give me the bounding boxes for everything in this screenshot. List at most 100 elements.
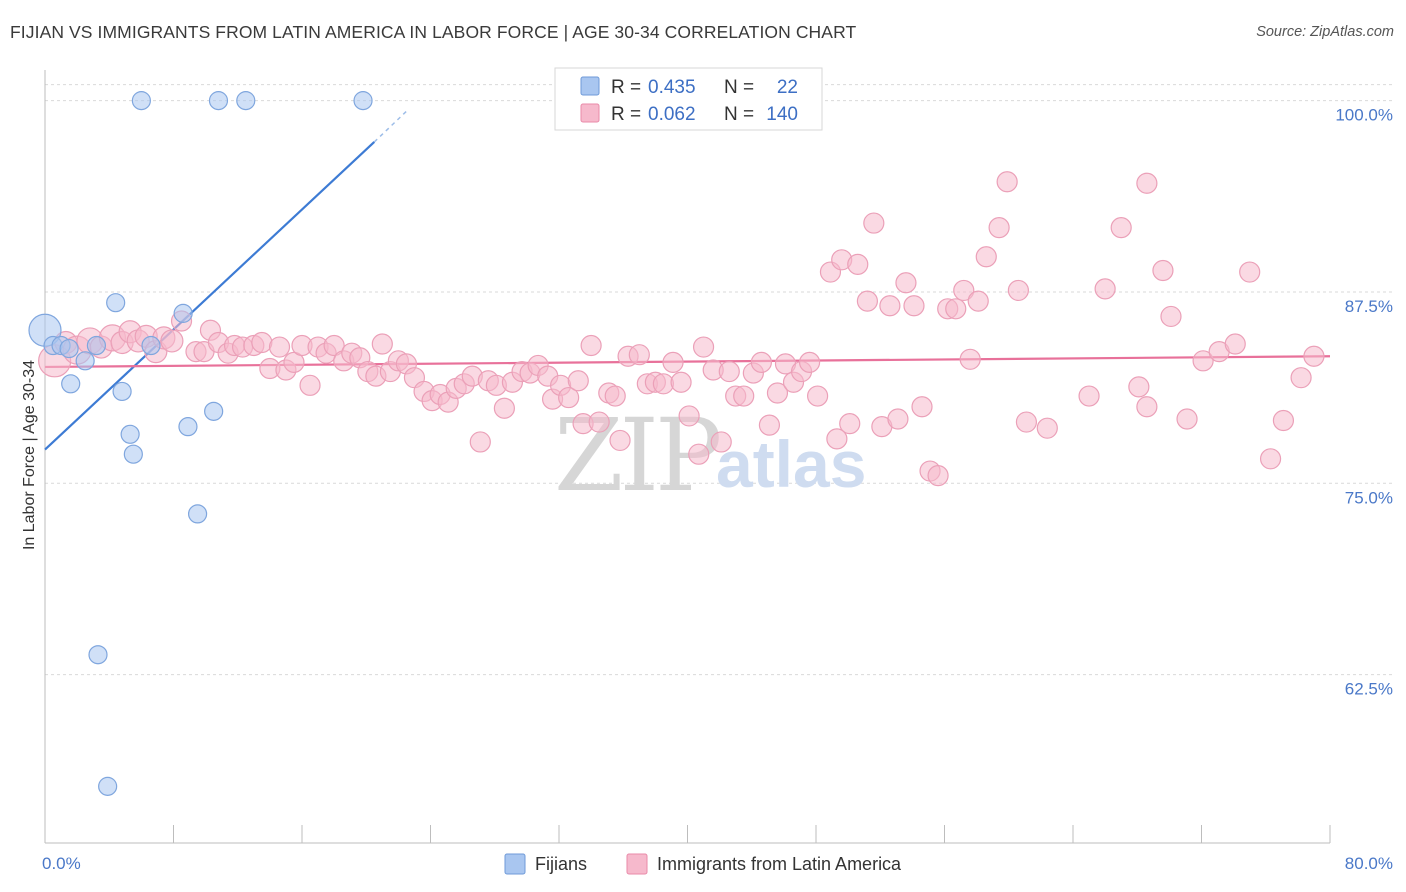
- legend-swatch-latin-america: [580, 103, 600, 123]
- point-latin-america: [959, 348, 981, 370]
- point-latin-america: [652, 373, 675, 395]
- point-latin-america: [692, 336, 715, 358]
- point-latin-america: [839, 412, 861, 435]
- point-fijians: [141, 335, 161, 356]
- point-latin-america: [1094, 278, 1116, 300]
- point-latin-america: [967, 290, 989, 312]
- trend-line-latin-america: [44, 355, 1331, 369]
- x-tick-label-min: 0.0%: [42, 854, 81, 873]
- legend-n-value-latin-america: 140: [766, 104, 798, 125]
- point-latin-america: [580, 334, 602, 357]
- point-latin-america: [887, 408, 909, 430]
- point-fijians: [112, 381, 132, 402]
- point-fijians: [178, 417, 198, 437]
- point-fijians: [204, 401, 224, 421]
- legend-r-value-latin-america: 0.062: [648, 104, 696, 125]
- legend-n-value-fijians: 22: [777, 77, 798, 98]
- point-latin-america: [1007, 279, 1029, 302]
- point-latin-america: [750, 351, 772, 373]
- point-latin-america: [1303, 345, 1325, 367]
- point-latin-america: [1192, 350, 1214, 372]
- point-latin-america: [758, 414, 781, 436]
- point-latin-america: [588, 411, 610, 433]
- point-latin-america: [718, 360, 740, 383]
- point-latin-america: [826, 428, 848, 450]
- point-fijians: [88, 645, 108, 665]
- trend-line-fijians: [44, 141, 376, 451]
- point-latin-america: [558, 386, 580, 409]
- point-fijians: [131, 91, 151, 111]
- data-points: [28, 91, 1325, 796]
- bottom-legend-label-latin-america: Immigrants from Latin America: [657, 854, 902, 874]
- point-latin-america: [895, 272, 917, 294]
- point-latin-america: [975, 246, 997, 268]
- point-fijians: [353, 91, 373, 111]
- axes: [44, 70, 1331, 844]
- point-latin-america: [847, 253, 869, 275]
- point-latin-america: [604, 385, 626, 407]
- point-fijians: [187, 504, 208, 524]
- point-latin-america: [1176, 408, 1198, 430]
- point-fijians: [120, 424, 140, 444]
- point-latin-america: [911, 396, 933, 418]
- point-latin-america: [1036, 417, 1058, 439]
- point-latin-america: [733, 385, 755, 407]
- point-latin-america: [469, 431, 491, 453]
- point-latin-america: [1078, 385, 1100, 407]
- point-latin-america: [268, 336, 291, 358]
- legend-swatch-fijians: [580, 76, 600, 96]
- point-latin-america: [662, 351, 684, 373]
- x-tick-label-max: 80.0%: [1345, 854, 1393, 873]
- tick-labels: 62.5% 75.0% 87.5% 100.0% 0.0% 80.0%: [42, 106, 1393, 873]
- y-tick-label: 87.5%: [1345, 297, 1393, 316]
- point-fijians: [123, 444, 143, 464]
- point-latin-america: [953, 279, 975, 302]
- legend-n-label-fijians: N =: [724, 77, 754, 98]
- point-latin-america: [1110, 217, 1132, 239]
- y-tick-label: 62.5%: [1345, 680, 1393, 699]
- point-fijians: [59, 338, 79, 359]
- point-latin-america: [1152, 259, 1174, 282]
- point-latin-america: [323, 334, 345, 357]
- legend-r-label-latin-america: R =: [611, 104, 641, 125]
- point-latin-america: [1136, 172, 1158, 194]
- bottom-legend-swatch-latin-america: [626, 853, 648, 875]
- legend-n-label-latin-america: N =: [724, 104, 754, 125]
- point-latin-america: [1136, 396, 1158, 418]
- point-latin-america: [903, 295, 925, 317]
- point-latin-america: [251, 331, 273, 354]
- point-latin-america: [609, 429, 631, 452]
- trend-line-fijians-extension: [373, 110, 407, 143]
- point-fijians: [208, 91, 229, 111]
- point-latin-america: [766, 382, 789, 404]
- point-latin-america: [670, 371, 692, 393]
- y-tick-label: 75.0%: [1345, 488, 1393, 507]
- point-latin-america: [160, 329, 184, 353]
- bottom-legend: Fijians Immigrants from Latin America: [504, 853, 902, 875]
- point-fijians: [98, 776, 118, 796]
- point-fijians: [106, 293, 126, 313]
- point-latin-america: [493, 397, 515, 419]
- point-latin-america: [299, 374, 321, 396]
- bottom-legend-label-fijians: Fijians: [535, 854, 587, 874]
- point-latin-america: [1290, 367, 1312, 389]
- chart-title: FIJIAN VS IMMIGRANTS FROM LATIN AMERICA …: [10, 22, 857, 42]
- point-latin-america: [628, 344, 650, 366]
- point-latin-america: [863, 212, 885, 234]
- point-latin-america: [856, 290, 879, 312]
- point-latin-america: [1128, 376, 1150, 398]
- point-latin-america: [1259, 448, 1282, 470]
- point-latin-america: [1160, 305, 1182, 328]
- point-fijians: [75, 351, 95, 371]
- point-fijians: [86, 335, 107, 356]
- point-fijians: [173, 303, 193, 323]
- legend-r-label-fijians: R =: [611, 77, 641, 98]
- point-latin-america: [688, 443, 710, 465]
- point-fijians: [236, 91, 256, 111]
- point-latin-america: [567, 370, 589, 392]
- point-latin-america: [710, 431, 732, 453]
- point-latin-america: [879, 295, 901, 317]
- point-latin-america: [1272, 409, 1295, 432]
- point-latin-america: [996, 171, 1018, 193]
